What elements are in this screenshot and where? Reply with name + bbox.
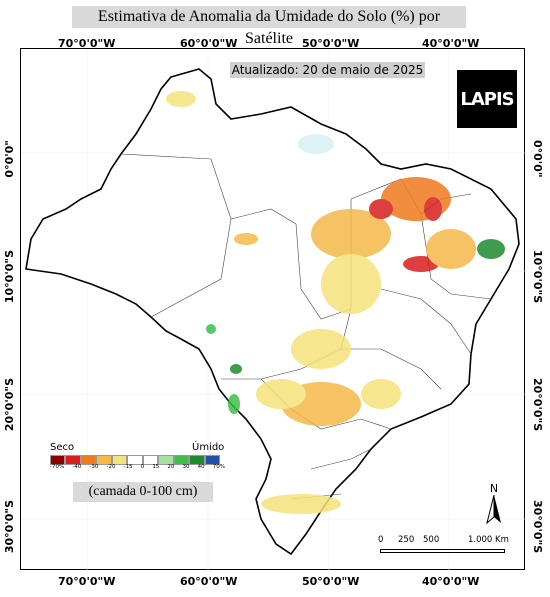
lat-tick-left-30: 30°0'0"S [3, 500, 16, 554]
legend-swatch [189, 455, 205, 465]
north-arrow: N [484, 482, 504, 527]
lat-tick-right-10: 10°0'0"S [531, 250, 544, 304]
legend-tick: -40 [72, 464, 82, 470]
legend-swatch [80, 455, 97, 465]
map-title: Estimativa de Anomalia da Umidade do Sol… [72, 6, 466, 47]
lon-tick-top-60: 60°0'0"W [180, 37, 238, 50]
legend-swatch [111, 455, 128, 465]
legend-swatch [158, 455, 174, 465]
layer-note: (camada 0-100 cm) [73, 482, 213, 502]
legend-swatch [142, 455, 159, 465]
scale-label-250: 250 [398, 535, 415, 545]
lat-tick-right-30: 30°0'0"S [531, 500, 544, 554]
legend-swatch [173, 455, 190, 465]
map-frame [20, 48, 526, 571]
scale-line [380, 549, 505, 553]
lat-tick-right-0: 0°0'0" [531, 140, 544, 178]
legend-tick: 30 [182, 464, 190, 470]
legend-tick: 70% [212, 464, 225, 470]
lon-tick-bottom-60: 60°0'0"W [180, 575, 238, 588]
legend-tick: 0 [140, 464, 145, 470]
lat-tick-left-10: 10°0'0"S [3, 250, 16, 304]
legend-swatch [127, 455, 143, 465]
lapis-logo: LAPIS [457, 70, 517, 128]
lat-tick-left-20: 20°0'0"S [3, 378, 16, 432]
lon-tick-top-70: 70°0'0"W [58, 37, 116, 50]
lat-tick-left-0: 0°0'0" [3, 140, 16, 178]
legend-color-bar [50, 455, 220, 465]
legend-dry-label: Seco [50, 442, 75, 453]
legend-tick: 15 [152, 464, 160, 470]
lon-tick-bottom-40: 40°0'0"W [422, 575, 480, 588]
legend-swatch [65, 455, 81, 465]
scale-label-1000: 1.000 Km [468, 535, 509, 545]
lon-tick-bottom-70: 70°0'0"W [58, 575, 116, 588]
lon-tick-top-40: 40°0'0"W [422, 37, 480, 50]
legend-tick: -30 [89, 464, 99, 470]
legend-swatch [50, 455, 66, 465]
legend-swatch [204, 455, 220, 465]
legend-tick: -20 [106, 464, 116, 470]
lon-tick-bottom-50: 50°0'0"W [302, 575, 360, 588]
lon-tick-top-50: 50°0'0"W [302, 37, 360, 50]
anomaly-patches [166, 91, 505, 514]
lat-tick-right-20: 20°0'0"S [531, 378, 544, 432]
legend-wet-label: Úmido [192, 442, 225, 453]
legend-tick: 40 [197, 464, 205, 470]
legend-ticks: -70% -40 -30 -20 -15 0 15 20 30 40 70% [50, 464, 225, 470]
north-arrow-icon [486, 494, 501, 525]
north-label: N [489, 482, 499, 495]
legend-tick: -70% [50, 464, 65, 470]
brazil-map [21, 49, 526, 571]
scale-label-0: 0 [378, 535, 384, 545]
scale-label-500: 500 [423, 535, 440, 545]
legend-swatch [96, 455, 112, 465]
legend-tick: 20 [167, 464, 175, 470]
updated-date: Atualizado: 20 de maio de 2025 [230, 62, 425, 78]
legend-tick: -15 [123, 464, 133, 470]
scale-bar: 0 250 500 1.000 Km [378, 535, 512, 563]
